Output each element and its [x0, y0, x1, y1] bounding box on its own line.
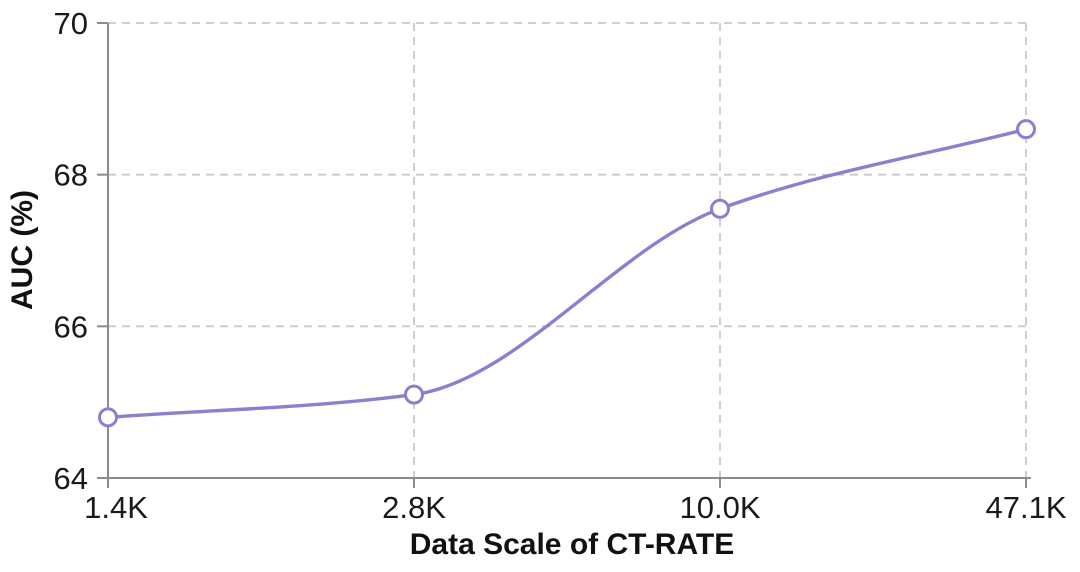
data-point-marker [404, 384, 424, 405]
data-series [98, 119, 1036, 428]
tick-labels: 64 66 68 70 1.4K 2.8K 10.0K 47.1K [54, 6, 1067, 525]
y-tick-label: 70 [54, 6, 88, 41]
x-axis-title: Data Scale of CT-RATE [410, 528, 735, 561]
y-tick-label: 64 [54, 461, 88, 496]
data-point-marker [1016, 119, 1036, 140]
x-tick-label: 2.8K [382, 490, 446, 525]
x-tick-label: 47.1K [985, 490, 1066, 525]
x-tick-label: 1.4K [84, 490, 148, 525]
y-axis-title: AUC (%) [6, 190, 39, 310]
series-line [106, 127, 1028, 420]
data-point-marker [710, 198, 730, 219]
y-tick-label: 66 [54, 309, 88, 344]
data-point-marker [98, 407, 118, 428]
x-tick-label: 10.0K [679, 490, 760, 525]
y-tick-label: 68 [54, 158, 88, 193]
axes [97, 22, 1031, 488]
